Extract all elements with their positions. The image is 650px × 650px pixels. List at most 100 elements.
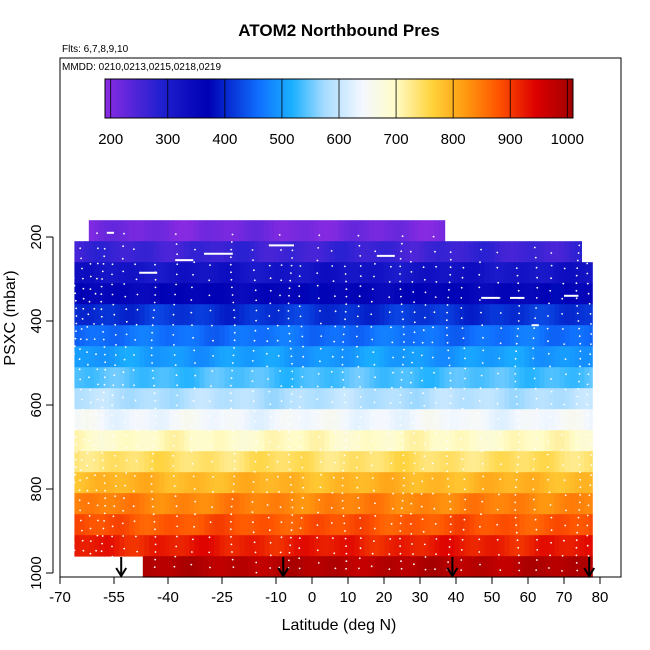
heatmap-cell <box>524 451 530 473</box>
heatmap-cell <box>79 304 85 326</box>
heatmap-cell <box>399 283 405 305</box>
colorbar-tick-label: 200 <box>98 131 123 148</box>
heatmap-cell <box>204 241 210 263</box>
profile-dot <box>345 560 348 563</box>
heatmap-cell <box>149 388 155 410</box>
profile-dot <box>576 524 579 526</box>
heatmap-cell <box>449 472 455 494</box>
heatmap-cell <box>539 367 545 389</box>
heatmap-cell <box>574 409 580 431</box>
heatmap-cell <box>564 262 570 284</box>
heatmap-cell <box>179 493 185 515</box>
heatmap-cell <box>579 325 585 347</box>
heatmap-cell <box>439 388 445 410</box>
profile-dot <box>280 400 283 403</box>
profile-dot <box>447 553 450 556</box>
profile-dot <box>497 281 500 284</box>
heatmap-cell <box>159 409 165 431</box>
heatmap-cell <box>324 451 330 473</box>
profile-dot <box>280 385 283 387</box>
heatmap-cell <box>497 556 504 578</box>
profile-dot <box>481 500 484 503</box>
heatmap-cell <box>464 430 470 452</box>
profile-dot <box>153 384 156 387</box>
heatmap-cell <box>239 430 245 452</box>
profile-dot <box>372 414 375 416</box>
profile-dot <box>254 551 257 554</box>
heatmap-cell <box>389 493 395 515</box>
heatmap-cell <box>172 556 179 578</box>
heatmap-cell <box>324 472 330 494</box>
profile-dot <box>576 531 579 534</box>
heatmap-cell <box>133 220 140 242</box>
heatmap-cell <box>419 367 425 389</box>
heatmap-cell <box>424 514 430 536</box>
heatmap-cell <box>164 514 170 536</box>
heatmap-cell <box>524 430 530 452</box>
profile-dot <box>358 557 361 560</box>
heatmap-cell <box>329 535 335 557</box>
profile-dot <box>287 431 290 433</box>
heatmap-cell <box>79 325 85 347</box>
profile-dot <box>152 445 155 448</box>
profile-dot <box>586 252 589 255</box>
profile-dot <box>334 295 336 298</box>
heatmap-cell <box>514 283 520 305</box>
heatmap-cell <box>524 472 530 494</box>
profile-dot <box>316 272 319 274</box>
profile-dot <box>194 248 196 251</box>
profile-dot <box>547 315 549 317</box>
heatmap-cell <box>344 304 350 326</box>
heatmap-cell <box>354 430 360 452</box>
profile-dot <box>536 407 538 410</box>
profile-dot <box>579 350 582 353</box>
heatmap-cell <box>369 535 375 557</box>
heatmap-cell <box>202 556 209 578</box>
heatmap-cell <box>294 388 300 410</box>
profile-dot <box>122 371 125 374</box>
heatmap-cell <box>149 325 155 347</box>
heatmap-cell <box>204 514 210 536</box>
profile-dot <box>345 280 347 283</box>
profile-dot <box>460 549 463 551</box>
heatmap-cell <box>79 241 85 263</box>
profile-dot <box>463 347 466 350</box>
heatmap-cell <box>219 493 225 515</box>
heatmap-cell <box>224 493 230 515</box>
heatmap-cell <box>304 493 310 515</box>
profile-dot <box>518 312 520 315</box>
heatmap-cell <box>314 346 320 368</box>
heatmap-cell <box>404 514 410 536</box>
heatmap-cell <box>349 367 355 389</box>
heatmap-cell <box>374 451 380 473</box>
heatmap-cell <box>469 493 475 515</box>
profile-dot <box>267 327 269 330</box>
heatmap-cell <box>359 325 365 347</box>
profile-dot <box>514 509 517 511</box>
profile-dot <box>424 556 427 558</box>
profile-dot <box>114 323 117 326</box>
heatmap-cell <box>574 388 580 410</box>
heatmap-cell <box>474 367 480 389</box>
profile-dot <box>115 344 117 346</box>
heatmap-cell <box>309 514 315 536</box>
heatmap-cell <box>269 262 275 284</box>
heatmap-cell <box>519 304 525 326</box>
heatmap-cell <box>234 472 240 494</box>
heatmap-cell <box>433 220 440 242</box>
heatmap-cell <box>504 388 510 410</box>
profile-dot <box>251 501 254 503</box>
profile-dot <box>172 334 175 336</box>
profile-dot <box>132 369 135 371</box>
profile-dot <box>254 460 257 463</box>
profile-dot <box>479 261 481 264</box>
heatmap-cell <box>119 493 125 515</box>
profile-dot <box>330 386 333 388</box>
profile-dot <box>267 453 270 456</box>
profile-dot <box>154 543 157 546</box>
heatmap <box>74 220 593 578</box>
profile-dot <box>231 422 234 425</box>
heatmap-cell <box>329 367 335 389</box>
profile-dot <box>547 352 550 355</box>
heatmap-cell <box>94 430 100 452</box>
